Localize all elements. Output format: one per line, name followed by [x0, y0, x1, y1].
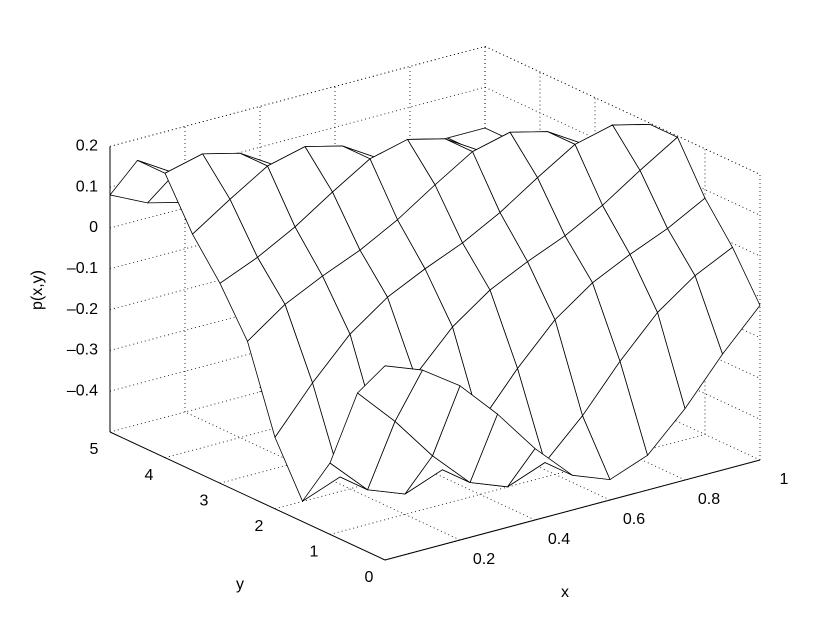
y-tick-label: 1	[310, 544, 319, 561]
y-axis-title: y	[236, 576, 244, 593]
x-tick-label: 0.8	[698, 491, 720, 508]
y-tick-label: 2	[255, 518, 264, 535]
grid-line	[109, 168, 486, 270]
y-tick-label: 0	[365, 569, 374, 586]
x-tick-label: 0.2	[473, 551, 495, 568]
x-tick-label: 0.6	[623, 511, 645, 528]
grid-line	[109, 209, 486, 310]
x-tick-label: 1	[780, 471, 789, 488]
x-tick-label: 0.4	[548, 531, 570, 548]
grid-line	[484, 86, 761, 216]
grid-line	[109, 250, 486, 351]
grid-line	[109, 331, 486, 433]
grid-line	[109, 290, 486, 392]
x-axis-title: x	[561, 584, 569, 601]
grid-line	[109, 127, 486, 229]
z-tick-label: –0.3	[67, 342, 98, 359]
surface-face	[357, 365, 423, 422]
y-tick-label: 5	[90, 441, 99, 458]
grid-line	[329, 434, 706, 535]
grid-line	[219, 382, 596, 484]
z-tick-label: 0.1	[76, 178, 98, 195]
grid-line	[484, 290, 761, 420]
z-tick-label: 0.2	[76, 138, 98, 155]
grid-line	[184, 411, 461, 541]
z-axis-title: p(x,y)	[29, 270, 46, 310]
grid-line	[109, 46, 486, 147]
y-tick-label: 3	[200, 492, 209, 509]
box-edge	[484, 46, 761, 175]
grid-line	[164, 357, 541, 458]
z-tick-label: –0.2	[67, 301, 98, 318]
y-axis	[109, 431, 386, 561]
z-tick-label: –0.1	[67, 260, 98, 277]
box-edge	[109, 46, 486, 147]
x-axis	[384, 459, 761, 561]
z-tick-label: 0	[89, 219, 98, 236]
z-tick-label: –0.4	[67, 382, 98, 399]
y-tick-label: 4	[145, 467, 154, 484]
grid-line	[274, 408, 651, 510]
